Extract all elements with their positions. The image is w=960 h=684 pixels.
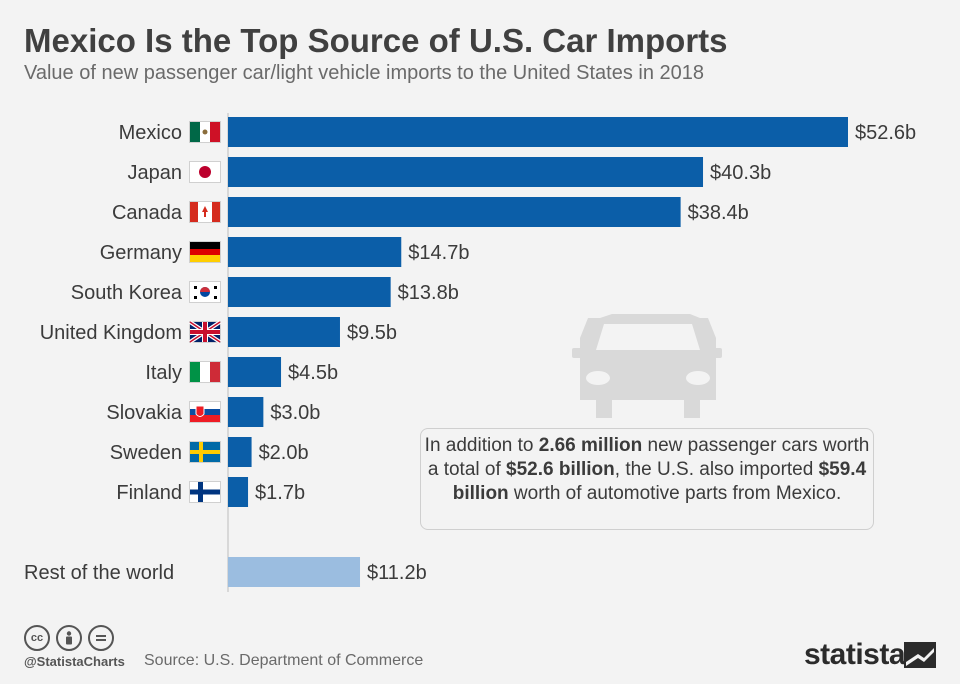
south-korea-flag-icon [189,281,221,303]
finland-flag-icon [189,481,221,503]
bar [228,157,704,187]
bar [228,397,264,427]
by-icon[interactable] [56,625,82,651]
value-label: $40.3b [710,162,771,184]
bar [228,277,391,307]
value-label: $13.8b [398,282,459,304]
canada-flag-icon [189,201,221,223]
category-label: Finland [116,482,182,504]
chart-title: Mexico Is the Top Source of U.S. Car Imp… [24,22,728,59]
value-label: $3.0b [270,402,320,424]
category-label: Italy [145,362,182,384]
note-cars-value: $52.6 billion [506,459,615,480]
bar [228,117,848,147]
category-label: Canada [112,202,183,224]
value-label: $38.4b [688,202,749,224]
category-label: Japan [128,162,183,184]
license-icons: cc [24,625,114,651]
bar [228,317,340,347]
category-label: Rest of the world [24,562,174,584]
bar [228,357,282,387]
bar [228,197,681,227]
category-label: South Korea [71,282,183,304]
category-label: Germany [100,242,182,264]
value-label: $11.2b [367,562,427,584]
car-icon [572,314,722,418]
cc-icon[interactable]: cc [24,625,50,651]
slovakia-flag-icon [189,401,221,423]
chart-subtitle: Value of new passenger car/light vehicle… [24,62,705,84]
category-label: Sweden [110,442,182,464]
category-label: Mexico [119,122,182,144]
nd-icon[interactable] [88,625,114,651]
value-label: $9.5b [347,322,397,344]
japan-flag-icon [189,161,221,183]
mexico-flag-icon [189,121,221,143]
value-label: $14.7b [408,242,469,264]
category-label: Slovakia [106,402,182,424]
note-parts-value: $59.4 billion [452,459,867,504]
united-kingdom-flag-icon [188,320,222,344]
value-label: $52.6b [855,122,916,144]
italy-flag-icon [189,361,221,383]
statista-logo[interactable]: statista [804,638,906,671]
value-label: $4.5b [288,362,338,384]
statista-logo-icon [904,642,936,668]
note-cars-count: 2.66 million [538,435,643,456]
germany-flag-icon [189,241,221,263]
category-label: United Kingdom [40,322,182,344]
social-handle[interactable]: @StatistaCharts [24,654,125,669]
source-note: Source: U.S. Department of Commerce [144,652,424,669]
value-label: $1.7b [255,482,305,504]
bar [228,557,361,587]
bar [228,477,249,507]
bar [228,237,402,267]
value-label: $2.0b [259,442,309,464]
annotation-box: In addition to 2.66 million new passenge… [420,428,874,530]
bar [228,437,252,467]
sweden-flag-icon [189,441,221,463]
